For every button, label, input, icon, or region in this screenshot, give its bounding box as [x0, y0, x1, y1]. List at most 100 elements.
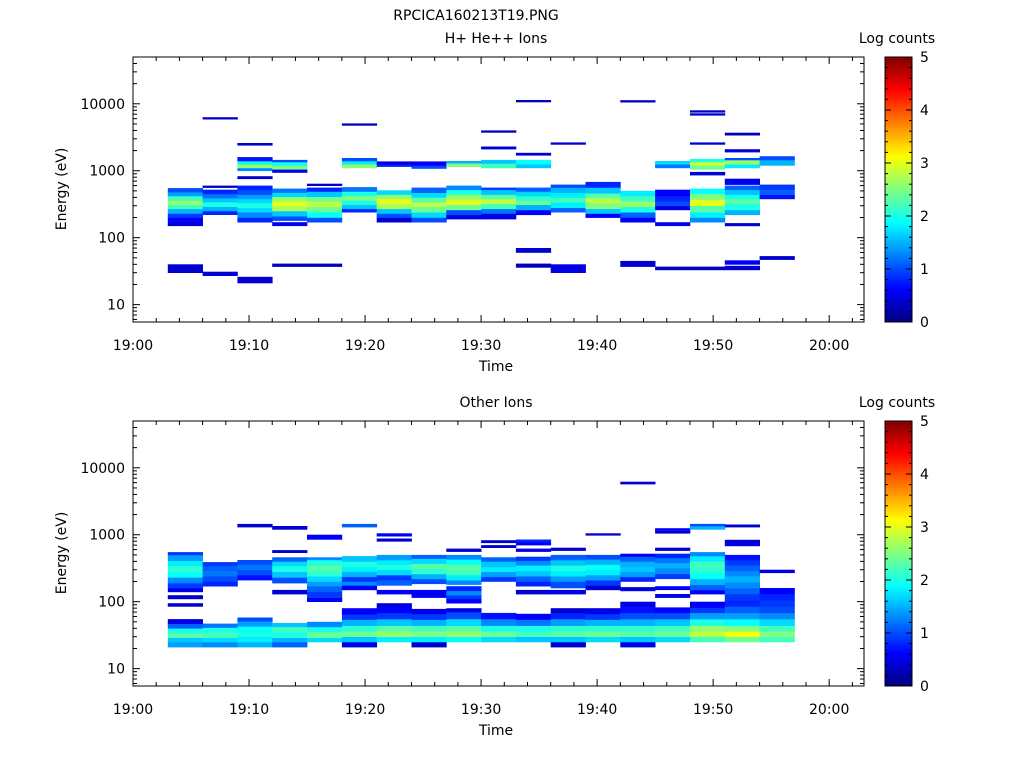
heatmap-cell: [655, 205, 691, 211]
heatmap-cell: [481, 189, 517, 195]
heatmap-cell: [515, 159, 552, 165]
x-tick-label: 19:20: [345, 338, 385, 354]
heatmap-cell: [237, 523, 273, 528]
heatmap-cell: [515, 191, 552, 197]
heatmap-cell: [481, 561, 517, 568]
heatmap-cell: [307, 637, 343, 643]
heatmap-cell: [724, 181, 760, 185]
heatmap-cell: [307, 201, 343, 208]
heatmap-cell: [655, 625, 691, 632]
heatmap-cell: [724, 189, 760, 195]
heatmap-cell: [515, 619, 552, 626]
heatmap-cell: [202, 211, 238, 215]
heatmap-cell: [690, 266, 726, 271]
heatmap-cell: [481, 194, 517, 200]
heatmap-cell: [690, 110, 726, 113]
heatmap-cell: [411, 625, 447, 632]
x-tick-label: 19:40: [577, 702, 617, 718]
panel-h-he-ions: H+ He++ Ions Log counts Energy (eV) Time…: [54, 31, 935, 375]
y-tick-label: 10: [107, 662, 125, 678]
heatmap-cell: [655, 189, 691, 197]
heatmap-cell: [690, 158, 726, 163]
heatmap-cell: [515, 581, 552, 587]
heatmap-cell: [585, 198, 621, 204]
heatmap-cell: [411, 613, 447, 620]
heatmap-cell: [655, 222, 691, 227]
heatmap-cell: [272, 577, 308, 584]
heatmap-cell: [167, 264, 203, 273]
heatmap-cell: [307, 183, 343, 186]
heatmap-cell: [620, 642, 656, 648]
heatmap-cell: [620, 619, 656, 626]
heatmap-cell: [167, 217, 203, 223]
heatmap-cell: [585, 564, 621, 570]
heatmap-cell: [550, 560, 586, 566]
heatmap-cell: [724, 223, 760, 227]
heatmap-cell: [585, 213, 621, 218]
heatmap-cell: [167, 571, 203, 578]
heatmap-cell: [655, 636, 691, 643]
heatmap-cell: [272, 188, 308, 193]
heatmap-cell: [376, 194, 412, 200]
x-tick-label: 19:10: [229, 338, 269, 354]
heatmap-cell: [167, 637, 203, 643]
x-axis-ticks: 19:00 19:10 19:20 19:30 19:40 19:50 20:00: [113, 421, 853, 718]
heatmap-cell: [376, 589, 412, 595]
heatmap-cell: [167, 619, 203, 624]
heatmap-cell: [759, 619, 795, 626]
heatmap-cell: [585, 580, 621, 586]
heatmap-cell: [481, 571, 517, 578]
heatmap-cell: [481, 198, 517, 205]
heatmap-cell: [237, 207, 273, 213]
x-tick-label: 19:50: [693, 702, 733, 718]
heatmap-cell: [481, 208, 517, 214]
heatmap-cell: [724, 178, 760, 183]
heatmap-cell: [411, 568, 447, 575]
heatmap-cell: [481, 146, 517, 150]
heatmap-cell: [759, 588, 795, 595]
heatmap-cell: [481, 159, 517, 164]
heatmap-cell: [481, 576, 517, 582]
x-tick-label: 19:30: [461, 338, 501, 354]
heatmap-cell: [411, 589, 447, 595]
colorbar-tick-label: 4: [920, 467, 929, 483]
colorbar-tick-label: 1: [920, 262, 929, 278]
heatmap-cell: [585, 533, 621, 536]
heatmap-cell: [585, 608, 621, 615]
heatmap-cell: [690, 199, 726, 206]
heatmap-cell: [550, 547, 586, 551]
heatmap-cell: [272, 263, 308, 267]
heatmap-cell: [690, 523, 726, 527]
heatmap-cell: [411, 165, 447, 169]
heatmap-cell: [620, 201, 656, 208]
heatmap-cell: [585, 619, 621, 626]
y-axis-label: Energy (eV): [54, 148, 70, 231]
heatmap-cell: [307, 626, 343, 633]
heatmap-cell: [690, 619, 726, 626]
heatmap-cell: [167, 222, 203, 227]
heatmap-cell: [446, 619, 482, 626]
heatmap-cell: [446, 185, 482, 191]
heatmap-cell: [655, 612, 691, 620]
y-axis-label: Energy (eV): [54, 512, 70, 595]
heatmap-cell: [620, 636, 656, 643]
heatmap-cell: [272, 192, 308, 197]
heatmap-cell: [272, 159, 308, 163]
heatmap-cell: [237, 176, 273, 180]
heatmap-cell: [341, 576, 378, 582]
heatmap-cell: [411, 642, 447, 648]
heatmap-cell: [376, 580, 412, 586]
heatmap-cell: [515, 152, 552, 156]
heatmap-cell: [655, 594, 691, 598]
heatmap-cell: [724, 194, 760, 200]
heatmap-cell: [724, 185, 760, 191]
heatmap-cell: [202, 206, 238, 212]
heatmap-cell: [724, 554, 760, 561]
heatmap-cell: [341, 191, 378, 197]
heatmap-cell: [237, 189, 273, 195]
x-tick-label: 19:00: [113, 702, 153, 718]
heatmap-cell: [167, 560, 203, 567]
heatmap-cell: [759, 600, 795, 607]
heatmap-cell: [411, 636, 447, 643]
x-tick-label: 20:00: [809, 702, 849, 718]
